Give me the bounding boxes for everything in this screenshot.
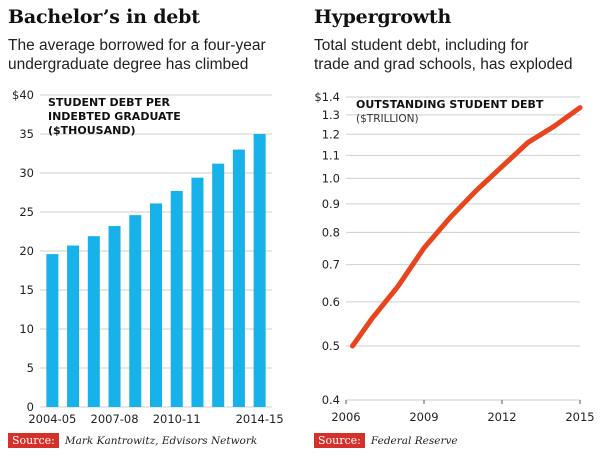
left-subtitle-line-1: The average borrowed for a four-year — [8, 37, 266, 54]
right-annotation-line: ($TRILLION) — [356, 113, 419, 125]
bar-2004-05 — [46, 254, 59, 407]
left-annotation-line: INDEBTED GRADUATE — [48, 110, 181, 123]
right-y-tick-label: 0.7 — [322, 258, 340, 272]
right-x-tick-label: 2015 — [565, 410, 594, 424]
right-annotation-line: OUTSTANDING STUDENT DEBT — [356, 98, 544, 111]
right-source-text: Federal Reserve — [370, 435, 458, 447]
bar-2014-15 — [253, 134, 266, 407]
left-source-label: Source: — [8, 433, 59, 448]
right-y-tick-label: 1.3 — [322, 108, 340, 122]
right-source-label: Source: — [314, 433, 365, 448]
left-y-tick-label: 25 — [19, 205, 34, 219]
bar-2006-07 — [87, 236, 100, 407]
left-y-tick-label: 10 — [19, 322, 34, 336]
right-y-tick-label: 0.4 — [322, 393, 340, 407]
right-x-tick-label: 2012 — [487, 410, 516, 424]
bar-2009-10 — [149, 203, 163, 407]
left-y-tick-label: 5 — [27, 361, 34, 375]
left-x-tick-label: 2010-11 — [153, 412, 201, 426]
left-y-tick-label: 15 — [19, 283, 34, 297]
right-x-tick-label: 2006 — [331, 410, 360, 424]
left-x-tick-label: 2014-15 — [236, 412, 284, 426]
left-source-note: Source: Mark Kantrowitz, Edvisors Network — [8, 433, 257, 448]
left-y-tick-label: 20 — [19, 244, 34, 258]
right-y-tick-label: 0.6 — [322, 295, 340, 309]
bar-2008-09 — [129, 215, 142, 407]
left-y-tick-label: 35 — [19, 127, 34, 141]
right-chart-subtitle: Total student debt, including for trade … — [314, 36, 573, 74]
left-y-tick-label: 30 — [19, 166, 34, 180]
left-subtitle-line-2: undergraduate degree has climbed — [8, 56, 249, 73]
right-y-tick-label: $1.4 — [314, 90, 340, 104]
right-x-tick-label: 2009 — [409, 410, 438, 424]
right-y-tick-label: 0.8 — [322, 225, 340, 239]
right-source-note: Source: Federal Reserve — [314, 433, 458, 448]
left-chart-title: Bachelor’s in debt — [8, 6, 200, 28]
bar-2011-12 — [191, 177, 204, 407]
bar-2013-14 — [232, 149, 245, 407]
bar-2007-08 — [108, 226, 121, 407]
left-chart-subtitle: The average borrowed for a four-year und… — [8, 36, 266, 74]
right-y-tick-label: 1.1 — [322, 148, 340, 162]
left-annotation-line: STUDENT DEBT PER — [48, 96, 170, 109]
left-x-tick-label: 2004-05 — [28, 412, 76, 426]
bar-2005-06 — [67, 245, 80, 407]
left-y-tick-label: $40 — [12, 88, 34, 102]
left-source-text: Mark Kantrowitz, Edvisors Network — [64, 435, 258, 447]
right-y-tick-label: 0.5 — [322, 339, 340, 353]
right-y-tick-label: 0.9 — [322, 197, 340, 211]
bar-2012-13 — [212, 163, 225, 407]
left-y-tick-label: 0 — [27, 400, 34, 414]
left-x-tick-label: 2007-08 — [91, 412, 139, 426]
right-y-tick-label: 1.0 — [322, 171, 340, 185]
right-y-tick-label: 1.2 — [322, 127, 340, 141]
right-subtitle-line-1: Total student debt, including for — [314, 37, 529, 54]
outstanding-debt-line — [350, 105, 583, 349]
right-chart-title: Hypergrowth — [314, 6, 452, 28]
bar-2010-11 — [170, 190, 183, 407]
right-subtitle-line-2: trade and grad schools, has exploded — [314, 56, 573, 73]
left-annotation-line: ($THOUSAND) — [48, 124, 135, 137]
